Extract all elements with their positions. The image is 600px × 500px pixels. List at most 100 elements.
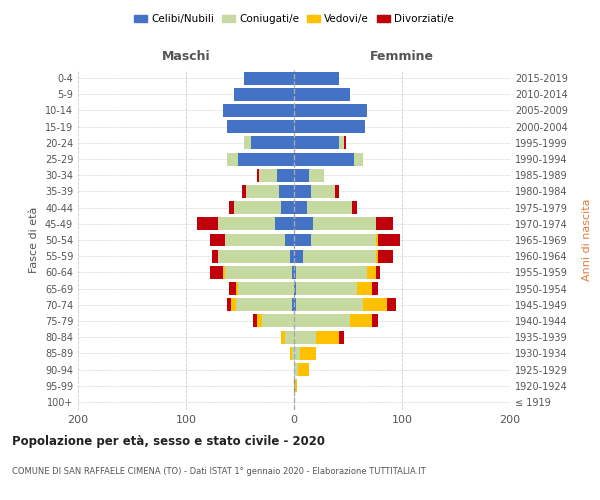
Text: Popolazione per età, sesso e stato civile - 2020: Popolazione per età, sesso e stato civil… (12, 435, 325, 448)
Bar (335, 185, 340, 198)
Bar (281, 201, 294, 214)
Text: Femmine: Femmine (370, 50, 434, 63)
Bar (307, 201, 352, 214)
Bar (376, 218, 394, 230)
Bar (242, 185, 247, 198)
Bar (227, 298, 232, 311)
Bar (356, 282, 372, 295)
Bar (225, 234, 286, 246)
Bar (233, 201, 281, 214)
Bar (372, 282, 378, 295)
Bar (294, 282, 296, 295)
Bar (259, 169, 277, 181)
Bar (294, 298, 296, 311)
Bar (294, 347, 301, 360)
Bar (218, 218, 275, 230)
Bar (352, 201, 356, 214)
Bar (313, 218, 376, 230)
Bar (316, 330, 340, 344)
Bar (197, 218, 218, 230)
Bar (229, 201, 233, 214)
Bar (311, 185, 335, 198)
Bar (296, 266, 367, 279)
Bar (294, 120, 365, 133)
Bar (294, 379, 295, 392)
Bar (212, 250, 218, 262)
Bar (286, 234, 294, 246)
Bar (376, 266, 380, 279)
Bar (292, 298, 294, 311)
Bar (251, 136, 294, 149)
Bar (223, 104, 294, 117)
Bar (227, 152, 238, 166)
Bar (367, 266, 376, 279)
Bar (309, 169, 324, 181)
Text: COMUNE DI SAN RAFFAELE CIMENA (TO) - Dati ISTAT 1° gennaio 2020 - Elaborazione T: COMUNE DI SAN RAFFAELE CIMENA (TO) - Dat… (12, 468, 426, 476)
Bar (376, 234, 378, 246)
Bar (355, 152, 363, 166)
Bar (294, 201, 307, 214)
Bar (275, 218, 294, 230)
Bar (257, 314, 262, 328)
Bar (376, 250, 378, 262)
Bar (253, 314, 257, 328)
Bar (262, 314, 294, 328)
Bar (302, 250, 376, 262)
Y-axis label: Fasce di età: Fasce di età (29, 207, 39, 273)
Bar (247, 185, 279, 198)
Bar (277, 169, 294, 181)
Bar (223, 266, 225, 279)
Bar (295, 379, 297, 392)
Bar (292, 266, 294, 279)
Bar (244, 136, 251, 149)
Bar (227, 120, 294, 133)
Y-axis label: Anni di nascita: Anni di nascita (581, 198, 592, 281)
Bar (294, 330, 316, 344)
Bar (301, 347, 316, 360)
Bar (294, 152, 355, 166)
Bar (294, 250, 302, 262)
Bar (344, 136, 346, 149)
Bar (340, 136, 344, 149)
Bar (294, 363, 298, 376)
Bar (350, 314, 372, 328)
Text: Maschi: Maschi (161, 50, 211, 63)
Bar (311, 234, 376, 246)
Bar (232, 298, 236, 311)
Bar (298, 363, 309, 376)
Bar (290, 347, 292, 360)
Bar (257, 169, 259, 181)
Bar (225, 266, 292, 279)
Legend: Celibi/Nubili, Coniugati/e, Vedovi/e, Divorziati/e: Celibi/Nubili, Coniugati/e, Vedovi/e, Di… (130, 10, 458, 29)
Bar (281, 330, 286, 344)
Bar (296, 282, 356, 295)
Bar (378, 234, 400, 246)
Bar (238, 152, 294, 166)
Bar (236, 282, 238, 295)
Bar (340, 330, 344, 344)
Bar (294, 104, 367, 117)
Bar (294, 266, 296, 279)
Bar (229, 282, 236, 295)
Bar (233, 88, 294, 101)
Bar (294, 234, 311, 246)
Bar (387, 298, 395, 311)
Bar (294, 185, 311, 198)
Bar (294, 136, 340, 149)
Bar (294, 72, 340, 85)
Bar (218, 250, 290, 262)
Bar (236, 298, 292, 311)
Bar (372, 314, 378, 328)
Bar (294, 314, 350, 328)
Bar (292, 347, 294, 360)
Bar (210, 234, 225, 246)
Bar (363, 298, 387, 311)
Bar (279, 185, 294, 198)
Bar (296, 298, 363, 311)
Bar (290, 250, 294, 262)
Bar (286, 330, 294, 344)
Bar (238, 282, 294, 295)
Bar (210, 266, 223, 279)
Bar (294, 88, 350, 101)
Bar (294, 218, 313, 230)
